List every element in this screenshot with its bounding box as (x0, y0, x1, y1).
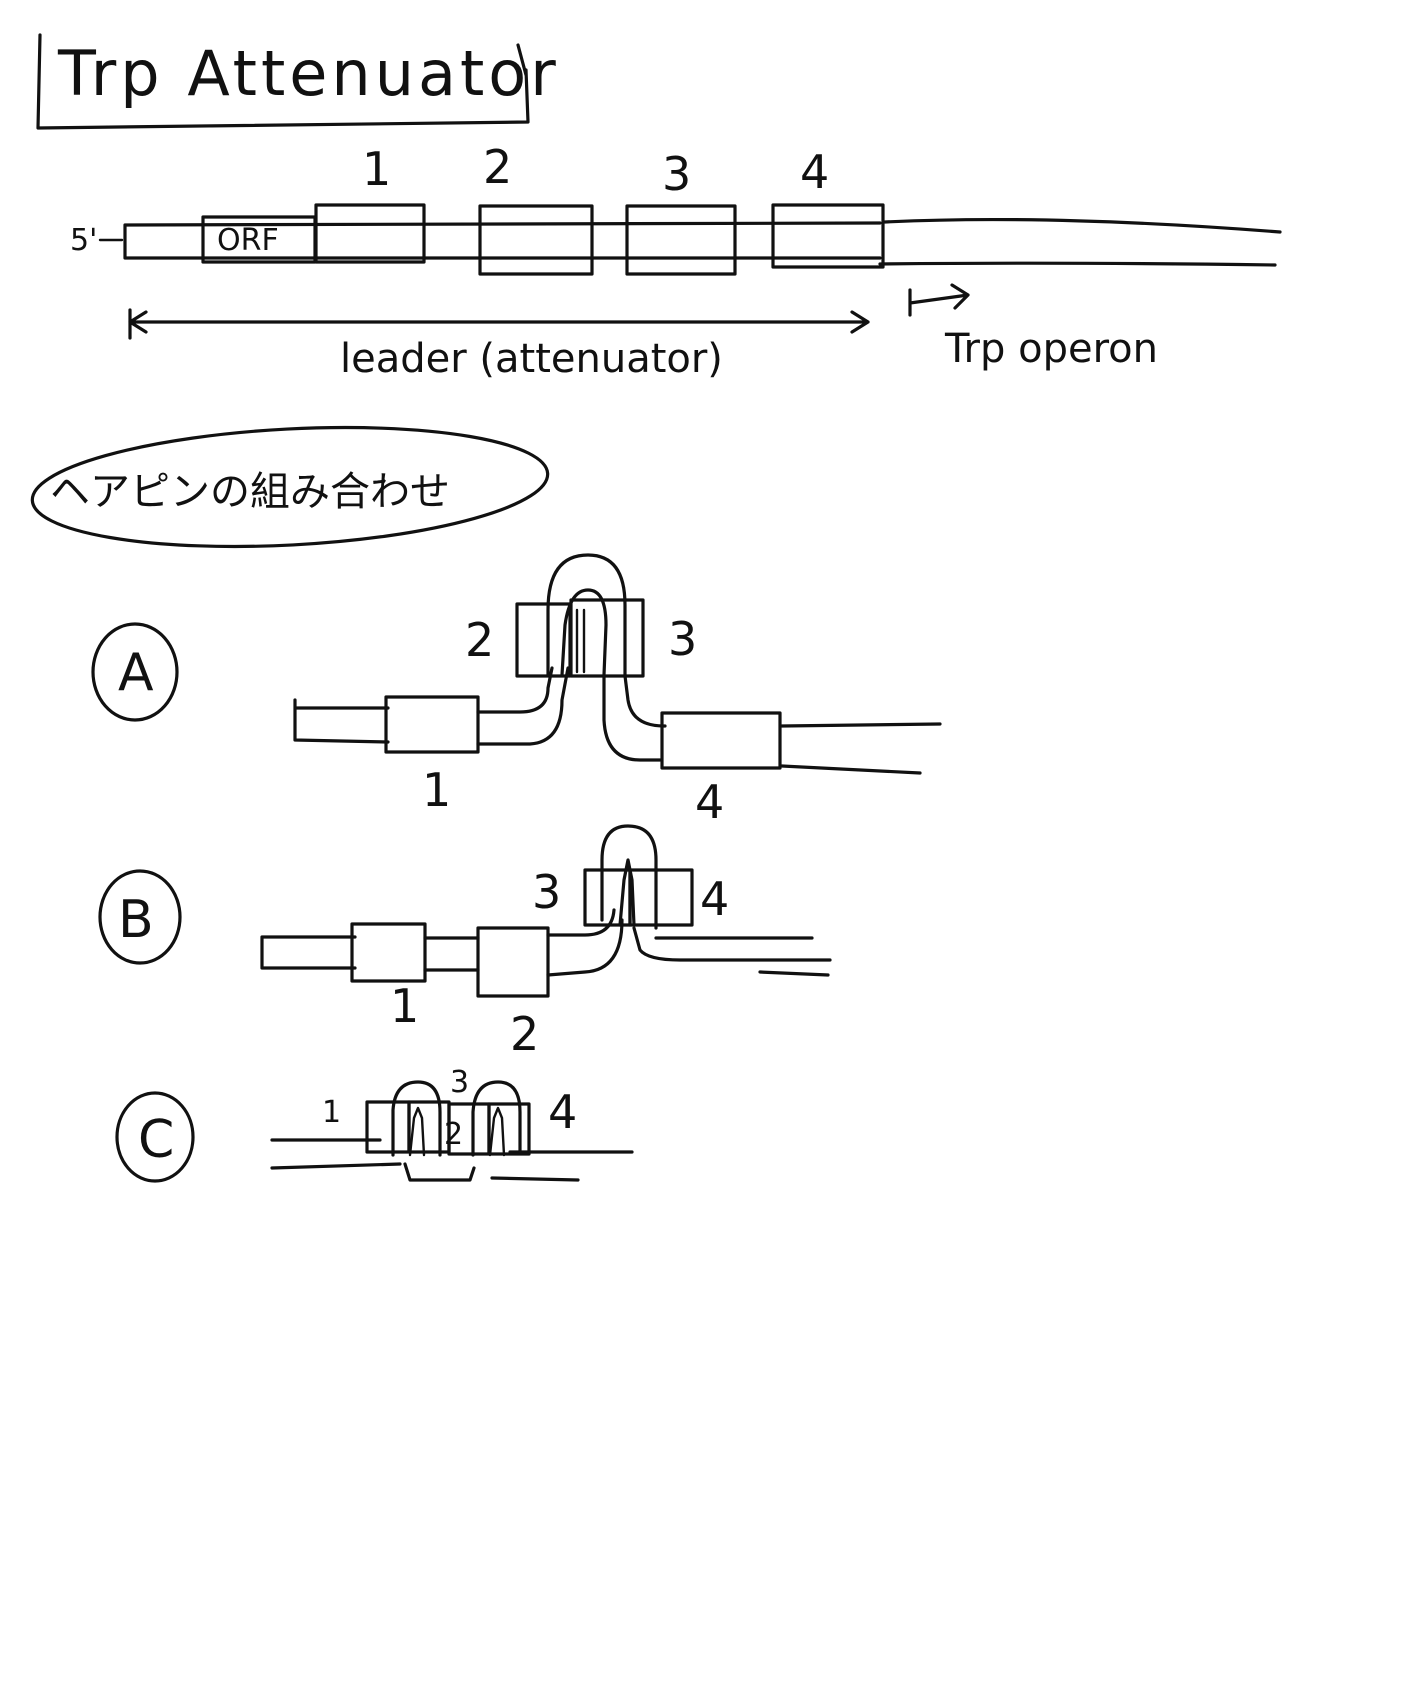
combo-b-region-1-label: 1 (390, 979, 419, 1033)
leader-label: leader (attenuator) (340, 336, 723, 382)
combo-c-region-2-box (407, 1100, 451, 1154)
combo-a-region-4-label: 4 (695, 775, 724, 829)
combo-a-region-2-label: 2 (465, 613, 494, 667)
combo-b-circle (98, 869, 182, 965)
combo-c-bottom-link (403, 1162, 476, 1182)
combo-c-region-2-label: 2 (444, 1117, 463, 1152)
combo-c-region-3-label: 3 (450, 1065, 469, 1100)
region-2-box (478, 204, 594, 276)
region-3-box (625, 204, 737, 276)
title-box-frame (36, 33, 530, 130)
combo-a-circle (91, 622, 179, 722)
combo-b-linker (423, 936, 480, 972)
combo-b-region-3-label: 3 (532, 865, 561, 919)
combo-a-pairing-lines (575, 608, 586, 674)
combo-a-right-strand (780, 722, 942, 775)
combo-a-left-strand (293, 698, 390, 744)
combo-c-region-4-label: 4 (548, 1085, 577, 1139)
combo-a-region-3-label: 3 (668, 612, 697, 666)
hairpin-header: ヘアピンの組み合わせ (30, 425, 550, 549)
combo-a-letter: A (118, 643, 154, 703)
combo-c: C 1 2 3 4 (115, 1065, 634, 1183)
title-box: Trp Attenuator (36, 33, 560, 130)
orf-label: ORF (217, 223, 279, 258)
combo-c-region-1-box (365, 1100, 411, 1154)
region-4-box (771, 203, 885, 269)
region-number-3: 3 (662, 147, 691, 201)
combo-b-left-strand (260, 935, 357, 970)
combo-c-letter: C (138, 1110, 174, 1170)
combo-b-region-4-label: 4 (700, 872, 729, 926)
combo-b-letter: B (118, 890, 154, 950)
combo-b-right-tail (758, 970, 830, 977)
combo-b-hairpin-loop (600, 824, 658, 930)
combo-a: A 1 2 3 4 (91, 553, 942, 829)
combo-b-hairpin-inner (618, 858, 636, 927)
operon-start-arrow (908, 283, 970, 317)
combo-c-strand (270, 1138, 634, 1182)
combo-a-stem-right (602, 674, 667, 762)
combo-c-region-4-box (487, 1102, 531, 1156)
combo-b-region-2-box (476, 926, 550, 998)
region-number-1: 1 (362, 142, 391, 196)
combo-b-right-strand (632, 926, 832, 962)
combo-b-region-2-label: 2 (510, 1007, 539, 1061)
leader-map: 5' ORF 1 2 3 4 leader (attenuator) Trp o… (70, 140, 1282, 382)
combo-c-circle (115, 1091, 195, 1183)
combo-a-region-3-box (569, 598, 645, 678)
region-number-2: 2 (483, 140, 512, 194)
combo-c-hairpin-1-2 (391, 1080, 442, 1157)
combo-b-stem-left (546, 908, 624, 977)
hairpin-header-text: ヘアピンの組み合わせ (50, 469, 450, 515)
region-1-box (314, 203, 426, 264)
combo-c-hairpin-inner (408, 1106, 506, 1157)
combo-a-region-1-box (384, 695, 480, 754)
combo-a-stem-left (476, 666, 570, 746)
combo-c-hairpin-3-4 (471, 1080, 522, 1157)
operon-strand (878, 217, 1282, 267)
combo-c-region-1-label: 1 (322, 1095, 341, 1130)
header-ellipse (30, 425, 550, 549)
combo-b-region-4-box (628, 868, 694, 927)
combo-a-region-1-label: 1 (422, 763, 451, 817)
five-prime-label: 5' (70, 223, 97, 258)
leader-strand (123, 221, 882, 260)
combo-a-hairpin-loop-outer (546, 553, 627, 677)
combo-b: B 1 2 3 4 (98, 824, 832, 1061)
combo-a-region-4-box (660, 711, 782, 770)
combo-b-region-1-box (350, 922, 427, 983)
region-number-4: 4 (800, 145, 829, 199)
combo-a-hairpin-loop-inner (560, 588, 608, 677)
operon-label: Trp operon (944, 326, 1158, 372)
leader-span-arrow (128, 308, 870, 340)
page-title: Trp Attenuator (57, 37, 560, 110)
